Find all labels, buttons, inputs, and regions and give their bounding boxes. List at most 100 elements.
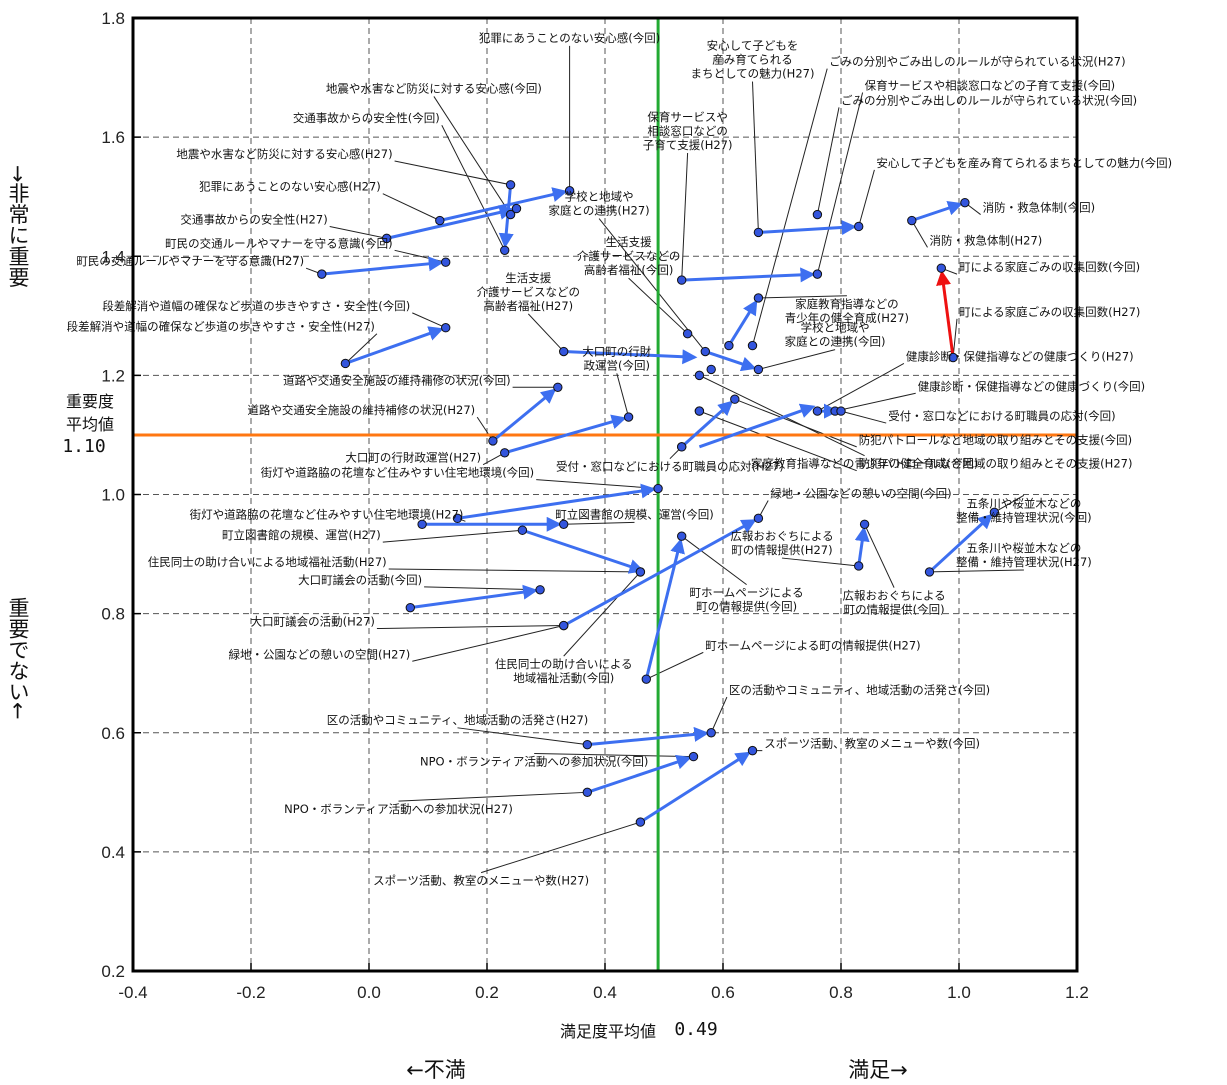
leader-line: [441, 125, 506, 251]
data-point: [505, 209, 516, 220]
leader-line: [388, 568, 641, 573]
data-point: [677, 275, 687, 285]
point-label: 安心して子どもを産み育てられるまちとしての魅力(H27): [691, 39, 815, 81]
point-label: NPO・ボランティア活動への参加状況(今回): [420, 755, 648, 769]
point-label: 消防・救急体制(H27): [930, 233, 1043, 247]
data-point: [706, 728, 716, 738]
point-label: 家庭教育指導などの青少年の健全育成(今回): [751, 457, 978, 471]
point-label: 消防・救急体制(今回): [983, 201, 1095, 215]
data-point: [635, 567, 646, 577]
data-point: [500, 245, 510, 255]
point-label: 地震や水害など防災に対する安心感(H27): [176, 147, 392, 161]
leader-line: [476, 416, 494, 442]
point-label: 町立図書館の規模、運営(H27): [222, 528, 381, 542]
data-point: [582, 787, 592, 798]
leader-line: [834, 392, 916, 412]
change-arrow: [644, 538, 685, 680]
highlight-arrow: [936, 270, 955, 358]
y-mean-label-line1: 重要度: [66, 392, 114, 411]
data-point: [730, 394, 740, 404]
point-label: 町ホームページによる町の情報提供(H27): [705, 638, 920, 652]
data-point: [694, 406, 705, 416]
leader-line: [758, 295, 847, 299]
y-tick-label: 0.8: [101, 605, 125, 624]
x-tick-label: 0.0: [357, 983, 381, 1002]
point-label: 町による家庭ごみの収集回数(H27): [959, 305, 1140, 319]
leader-line: [382, 193, 441, 221]
point-label: スポーツ活動、教室のメニューや数(H27): [373, 874, 589, 888]
data-point: [559, 519, 569, 529]
data-point: [747, 340, 758, 351]
leader-line: [329, 226, 387, 239]
leader-line: [929, 569, 1024, 573]
point-label: 学校と地域や家庭との連携(今回): [785, 321, 886, 349]
point-label: 段差解消や道幅の確保など歩道の歩きやすさ・安全性(今回): [102, 299, 410, 313]
leader-line: [699, 410, 857, 472]
data-point: [907, 215, 917, 226]
leader-line: [911, 220, 928, 248]
leader-line: [734, 398, 857, 448]
change-arrow: [587, 726, 710, 747]
left-bottom-label: ←不満: [406, 1058, 466, 1082]
y-tick-label: 0.4: [101, 843, 125, 862]
data-point: [854, 221, 864, 232]
change-arrow: [439, 187, 568, 222]
point-label: 大口町議会の活動(今回): [298, 573, 422, 587]
y-tick-label: 1.2: [101, 366, 125, 385]
point-label: 防犯パトロールなど地域の取り組みとその支援(H27): [859, 457, 1133, 471]
data-point: [753, 513, 764, 524]
leader-line: [781, 557, 859, 567]
change-arrow: [504, 414, 627, 455]
point-label: 大口町の行財政運営(今回): [582, 344, 651, 372]
change-arrow: [491, 388, 557, 443]
leader-line: [646, 651, 704, 680]
point-label: 緑地・公園などの憩いの空間(H27): [229, 647, 411, 661]
change-arrow: [854, 526, 870, 567]
point-label: 広報おおぐちによる町の情報提供(今回): [843, 589, 946, 617]
y-tick-label: 1.8: [101, 9, 125, 28]
point-label: ごみの分別やごみ出しのルールが守られている状況(今回): [841, 93, 1137, 107]
y-tick-label: 0.2: [101, 962, 125, 981]
x-tick-label: 1.2: [1065, 983, 1089, 1002]
point-label: 街灯や道路脇の花壇など住みやすい住宅地環境(今回): [261, 466, 534, 480]
data-point: [405, 602, 415, 613]
leader-line: [616, 373, 630, 418]
point-label: NPO・ボランティア活動への参加状況(H27): [284, 802, 513, 816]
data-point: [452, 513, 463, 524]
data-point: [694, 370, 705, 381]
y-mean-label-line2: 平均値: [66, 415, 114, 434]
data-point: [417, 519, 427, 529]
data-point: [641, 674, 651, 684]
x-tick-label: -0.2: [236, 983, 265, 1002]
x-tick-label: -0.4: [118, 983, 147, 1002]
leader-line: [816, 107, 840, 215]
data-point: [753, 227, 764, 238]
change-arrow: [639, 751, 751, 824]
leader-line: [480, 821, 641, 874]
data-point: [488, 436, 498, 446]
point-label: 町立図書館の規模、運営(今回): [555, 507, 713, 521]
leader-line: [412, 312, 446, 329]
x-tick-label: 0.8: [829, 983, 853, 1002]
change-arrow: [410, 584, 539, 610]
data-point: [677, 442, 687, 452]
data-point: [635, 817, 646, 827]
change-arrow: [698, 403, 816, 449]
data-point: [677, 531, 687, 541]
leader-line: [816, 92, 864, 275]
data-point: [564, 186, 575, 196]
y-tick-label: 0.6: [101, 724, 125, 743]
change-arrow: [681, 267, 816, 283]
leader-line: [345, 333, 378, 364]
point-label: 五条川や桜並木などの整備・維持管理状況(今回): [956, 496, 1091, 524]
leader-line: [398, 791, 588, 802]
change-arrow: [911, 200, 964, 222]
data-point: [724, 340, 734, 351]
data-point: [936, 263, 946, 273]
data-point: [511, 203, 522, 214]
data-point: [924, 567, 935, 577]
data-point: [553, 382, 563, 392]
leader-line: [864, 524, 895, 588]
change-arrow: [321, 256, 444, 276]
